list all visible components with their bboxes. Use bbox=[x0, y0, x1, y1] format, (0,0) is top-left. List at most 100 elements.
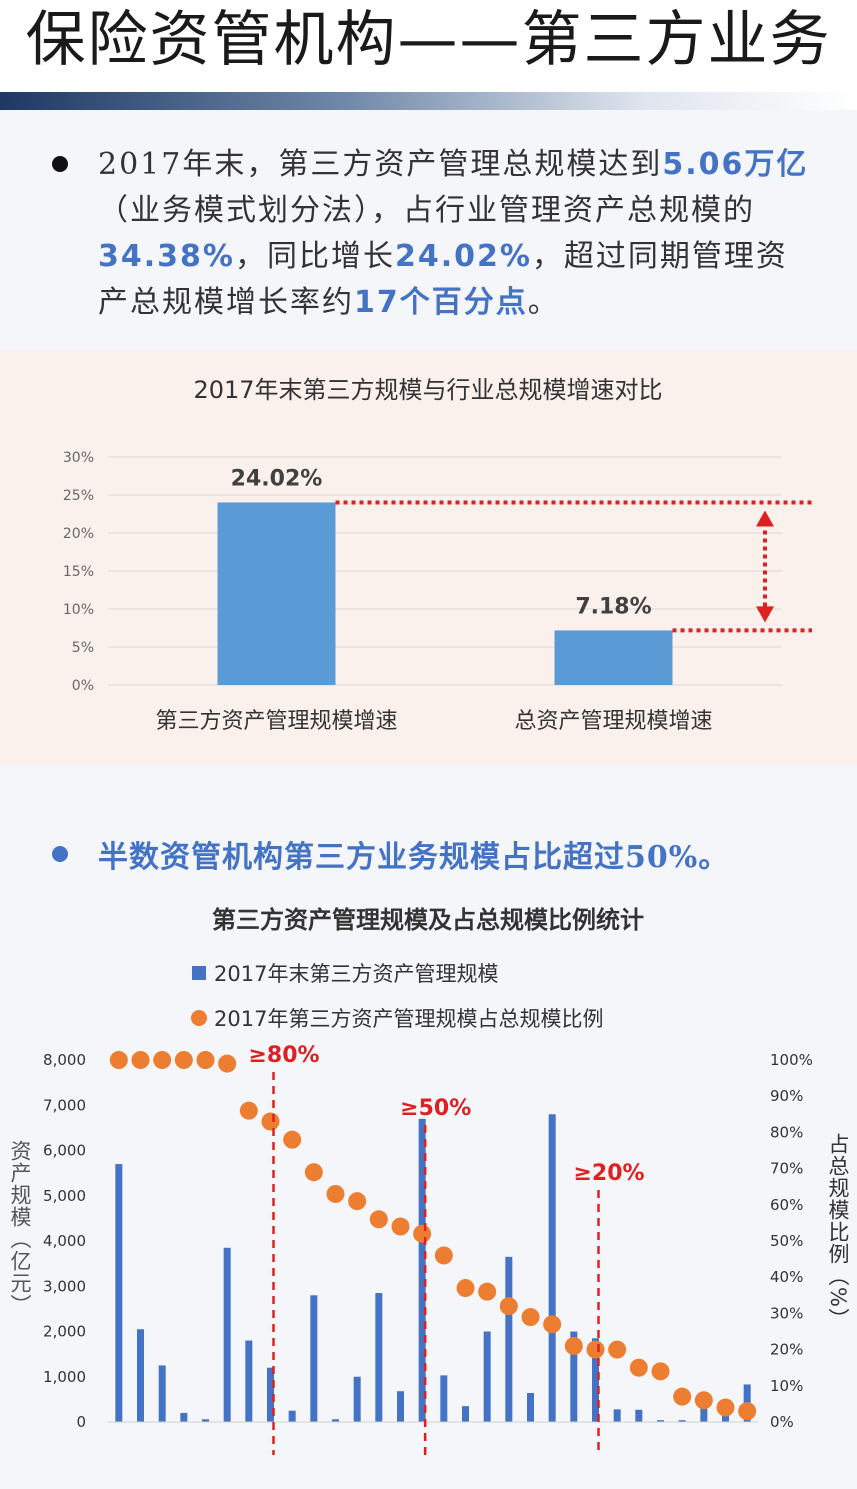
threshold-label: ≥80% bbox=[249, 1043, 320, 1068]
right-tick-label: 100% bbox=[770, 1051, 813, 1069]
bar bbox=[267, 1367, 274, 1422]
ratio-point bbox=[348, 1192, 367, 1211]
bar bbox=[570, 1331, 578, 1422]
right-tick-label: 20% bbox=[770, 1341, 803, 1359]
y-tick-label: 20% bbox=[63, 526, 94, 542]
summary-text: 。 bbox=[527, 285, 560, 320]
bar bbox=[137, 1329, 144, 1422]
legend-label: 2017年第三方资产管理规模占总规模比例 bbox=[214, 1007, 603, 1031]
ratio-point bbox=[608, 1340, 627, 1359]
bar bbox=[657, 1420, 664, 1422]
right-tick-label: 80% bbox=[770, 1123, 803, 1141]
y-tick-label: 15% bbox=[63, 564, 94, 580]
y-tick-label: 30% bbox=[63, 450, 94, 466]
bar bbox=[440, 1375, 448, 1422]
summary-paragraph: 2017年末，第三方资产管理总规模达到5.06万亿 （业务模式划分法），占行业管理… bbox=[98, 142, 818, 326]
ratio-point bbox=[564, 1336, 583, 1355]
ratio-point bbox=[239, 1101, 258, 1120]
ratio-point bbox=[109, 1051, 128, 1069]
left-tick-label: 6,000 bbox=[43, 1142, 86, 1160]
right-tick-label: 70% bbox=[770, 1160, 803, 1178]
ratio-point bbox=[738, 1402, 757, 1421]
summary-text: ，同比增长 bbox=[234, 239, 395, 274]
ratio-point bbox=[694, 1391, 713, 1410]
y-tick-label: 0% bbox=[72, 678, 94, 694]
highlight-share: 34.38% bbox=[98, 239, 235, 274]
summary-text: 2017年末，第三方资产管理总规模达到 bbox=[98, 147, 663, 182]
highlight-growth: 24.02% bbox=[394, 239, 532, 274]
ratio-point bbox=[131, 1051, 150, 1069]
bar bbox=[217, 502, 336, 685]
threshold-label: ≥20% bbox=[574, 1161, 645, 1186]
bar bbox=[375, 1293, 383, 1422]
bar bbox=[115, 1164, 123, 1422]
x-tick-label: 总资产管理规模增速 bbox=[514, 709, 712, 734]
summary-text: （业务模式划分法），占行业管理资产总规模的 bbox=[98, 193, 755, 228]
bar bbox=[700, 1408, 708, 1422]
ratio-point bbox=[543, 1315, 562, 1334]
ratio-point bbox=[391, 1217, 410, 1236]
ratio-point bbox=[673, 1387, 692, 1406]
right-tick-label: 0% bbox=[770, 1413, 794, 1431]
ratio-point bbox=[369, 1210, 388, 1229]
left-tick-label: 1,000 bbox=[43, 1368, 86, 1386]
ratio-point bbox=[651, 1362, 670, 1381]
left-tick-label: 0 bbox=[76, 1413, 86, 1431]
bar bbox=[554, 630, 673, 685]
bar bbox=[288, 1410, 296, 1422]
bullet-dot-icon bbox=[52, 156, 68, 172]
highlight-total: 5.06万亿 bbox=[662, 147, 809, 182]
arrow-up-icon bbox=[756, 510, 774, 527]
ratio-point bbox=[174, 1051, 193, 1069]
page-title: 保险资管机构——第三方业务 bbox=[25, 5, 832, 75]
legend-bar-swatch bbox=[192, 966, 206, 980]
bar bbox=[527, 1393, 534, 1422]
data-label: 7.18% bbox=[575, 594, 651, 619]
highlight-points: 17个百分点 bbox=[354, 285, 528, 320]
bar bbox=[310, 1295, 318, 1422]
bar bbox=[678, 1420, 686, 1422]
threshold-label: ≥50% bbox=[400, 1096, 471, 1121]
bar bbox=[180, 1412, 188, 1422]
bar bbox=[245, 1340, 253, 1422]
bar bbox=[462, 1406, 469, 1422]
bar bbox=[353, 1376, 361, 1422]
left-axis-label: 资产规模（亿元） bbox=[8, 1140, 32, 1316]
summary-text: ，超过同期管理资产总规模增长率约 bbox=[98, 239, 788, 320]
right-tick-label: 90% bbox=[770, 1087, 803, 1105]
x-tick-label: 第三方资产管理规模增速 bbox=[155, 709, 397, 734]
right-tick-label: 50% bbox=[770, 1232, 803, 1250]
left-tick-label: 7,000 bbox=[43, 1096, 86, 1114]
bar bbox=[548, 1114, 556, 1422]
ratio-point bbox=[304, 1163, 323, 1182]
data-label: 24.02% bbox=[231, 466, 323, 491]
summary-section bbox=[0, 110, 857, 350]
right-axis-label: 占总规模比例（%） bbox=[826, 1133, 850, 1330]
ratio-point bbox=[196, 1051, 215, 1069]
legend-label: 2017年末第三方资产管理规模 bbox=[214, 962, 498, 986]
ratio-point bbox=[326, 1184, 345, 1203]
right-tick-label: 60% bbox=[770, 1196, 803, 1214]
ratio-point bbox=[153, 1051, 172, 1069]
left-tick-label: 5,000 bbox=[43, 1187, 86, 1205]
ratio-point bbox=[521, 1308, 540, 1327]
left-tick-label: 2,000 bbox=[43, 1323, 86, 1341]
ratio-point bbox=[478, 1282, 497, 1301]
bar bbox=[592, 1338, 599, 1422]
bar bbox=[332, 1419, 339, 1422]
growth-comparison-chart: 2017年末第三方规模与行业总规模增速对比 0% 5% 10% 15% 20% 25% 30%… bbox=[63, 376, 812, 734]
bar bbox=[483, 1331, 491, 1422]
ratio-point bbox=[629, 1358, 648, 1377]
right-tick-label: 10% bbox=[770, 1377, 803, 1395]
arrow-down-icon bbox=[756, 606, 774, 623]
bar bbox=[613, 1409, 621, 1422]
third-party-scale-chart: 第三方资产管理规模及占总规模比例统计 2017年末第三方资产管理规模 2017年第三… bbox=[8, 906, 850, 1455]
ratio-point bbox=[434, 1246, 453, 1265]
ratio-point bbox=[413, 1224, 432, 1243]
ratio-point bbox=[218, 1054, 237, 1073]
chart-title: 2017年末第三方规模与行业总规模增速对比 bbox=[193, 376, 662, 404]
bar bbox=[635, 1409, 643, 1422]
bar bbox=[397, 1391, 404, 1422]
header: 保险资管机构——第三方业务 bbox=[0, 0, 857, 110]
legend-dot-swatch bbox=[191, 1010, 207, 1026]
